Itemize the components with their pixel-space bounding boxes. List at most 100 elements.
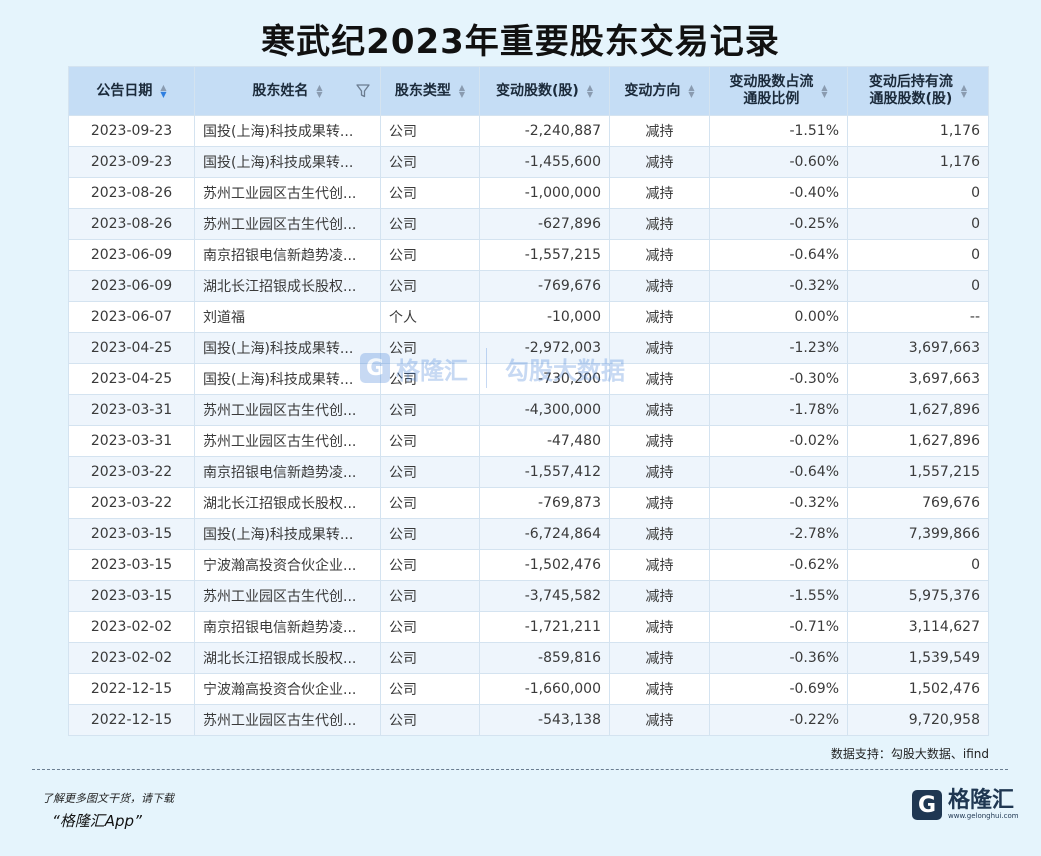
table-row[interactable]: 2023-09-23 国投(上海)科技成果转... 公司 -1,455,600 减持 -0… xyxy=(68,146,989,178)
cell-change-direction: 减持 xyxy=(609,115,710,147)
sort-icon[interactable]: ▲ ▼ xyxy=(586,83,593,99)
cell-shareholder-name: 苏州工业园区古生代创... xyxy=(194,580,381,612)
cell-shareholder-type: 公司 xyxy=(380,239,480,271)
table-row[interactable]: 2023-04-25 国投(上海)科技成果转... 公司 -2,972,003 减持 -1… xyxy=(68,332,989,364)
table-row[interactable]: 2023-03-31 苏州工业园区古生代创... 公司 -4,300,000 减持 -1.… xyxy=(68,394,989,426)
sort-icon[interactable]: ▲ ▼ xyxy=(821,83,828,99)
table-row[interactable]: 2023-04-25 国投(上海)科技成果转... 公司 -730,200 减持 -0.3… xyxy=(68,363,989,395)
cell-holding-after: 1,176 xyxy=(847,115,989,147)
cell-holding-after: 9,720,958 xyxy=(847,704,989,736)
table-row[interactable]: 2023-03-15 苏州工业园区古生代创... 公司 -3,745,582 减持 -1.… xyxy=(68,580,989,612)
cell-change-ratio: -0.40% xyxy=(709,177,848,209)
cell-shareholder-name: 苏州工业园区古生代创... xyxy=(194,177,381,209)
cell-shareholder-name: 宁波瀚高投资合伙企业... xyxy=(194,673,381,705)
cell-change-ratio: -0.22% xyxy=(709,704,848,736)
cell-change-ratio: -0.71% xyxy=(709,611,848,643)
cell-change-ratio: -0.64% xyxy=(709,456,848,488)
table-row[interactable]: 2023-03-15 国投(上海)科技成果转... 公司 -6,724,864 减持 -2… xyxy=(68,518,989,550)
cell-change-ratio: -0.62% xyxy=(709,549,848,581)
column-header-type[interactable]: 股东类型 ▲ ▼ xyxy=(380,66,480,116)
cell-date: 2023-06-09 xyxy=(68,270,195,302)
cell-change-ratio: -1.23% xyxy=(709,332,848,364)
table-row[interactable]: 2023-03-15 宁波瀚高投资合伙企业... 公司 -1,502,476 减持 -0.… xyxy=(68,549,989,581)
cell-shareholder-type: 公司 xyxy=(380,394,480,426)
column-header-shares[interactable]: 变动股数(股) ▲ ▼ xyxy=(479,66,610,116)
cell-date: 2023-09-23 xyxy=(68,115,195,147)
table-row[interactable]: 2023-02-02 湖北长江招银成长股权... 公司 -859,816 减持 -0.36… xyxy=(68,642,989,674)
brand-logo-icon: G xyxy=(912,790,942,820)
cell-shareholder-type: 公司 xyxy=(380,487,480,519)
column-header-direction[interactable]: 变动方向 ▲ ▼ xyxy=(609,66,710,116)
column-header-holding[interactable]: 变动后持有流 通股股数(股) ▲ ▼ xyxy=(847,66,989,116)
sort-icon[interactable]: ▲ ▼ xyxy=(316,83,323,99)
cell-change-shares: -4,300,000 xyxy=(479,394,610,426)
cell-shareholder-type: 公司 xyxy=(380,177,480,209)
cell-shareholder-name: 湖北长江招银成长股权... xyxy=(194,642,381,674)
cell-shareholder-name: 苏州工业园区古生代创... xyxy=(194,394,381,426)
cell-change-direction: 减持 xyxy=(609,301,710,333)
table-row[interactable]: 2023-03-22 湖北长江招银成长股权... 公司 -769,873 减持 -0.32… xyxy=(68,487,989,519)
cell-holding-after: 3,697,663 xyxy=(847,332,989,364)
cell-change-ratio: -0.30% xyxy=(709,363,848,395)
column-header-type-label: 股东类型 xyxy=(394,82,451,99)
cell-change-direction: 减持 xyxy=(609,239,710,271)
cell-change-shares: -2,240,887 xyxy=(479,115,610,147)
cell-shareholder-type: 公司 xyxy=(380,146,480,178)
cell-change-ratio: -0.02% xyxy=(709,425,848,457)
shareholder-trade-table: 公告日期 ▲ ▼ 股东姓名 ▲ ▼ 股东类型 ▲ ▼ 变动股数(股) ▲ ▼ 变动方向 … xyxy=(68,66,989,736)
table-row[interactable]: 2023-03-22 南京招银电信新趋势凌... 公司 -1,557,412 减持 -0.… xyxy=(68,456,989,488)
cell-change-shares: -730,200 xyxy=(479,363,610,395)
table-row[interactable]: 2023-08-26 苏州工业园区古生代创... 公司 -1,000,000 减持 -0.… xyxy=(68,177,989,209)
cell-change-ratio: -1.55% xyxy=(709,580,848,612)
cell-change-ratio: -0.32% xyxy=(709,487,848,519)
cell-date: 2023-03-15 xyxy=(68,580,195,612)
cell-shareholder-name: 南京招银电信新趋势凌... xyxy=(194,456,381,488)
cell-holding-after: 0 xyxy=(847,270,989,302)
cell-holding-after: 7,399,866 xyxy=(847,518,989,550)
column-header-shares-label: 变动股数(股) xyxy=(496,82,579,99)
cell-holding-after: 0 xyxy=(847,177,989,209)
cell-change-direction: 减持 xyxy=(609,518,710,550)
cell-holding-after: -- xyxy=(847,301,989,333)
sort-icon[interactable]: ▲ ▼ xyxy=(458,83,466,99)
promo-line-1: 了解更多图文干货，请下载 xyxy=(42,792,174,805)
cell-change-ratio: -0.60% xyxy=(709,146,848,178)
cell-shareholder-name: 国投(上海)科技成果转... xyxy=(194,332,381,364)
cell-change-shares: -627,896 xyxy=(479,208,610,240)
table-row[interactable]: 2023-06-07 刘道福 个人 -10,000 减持 0.00% -- xyxy=(68,301,989,333)
cell-change-ratio: -0.25% xyxy=(709,208,848,240)
cell-date: 2023-03-22 xyxy=(68,487,195,519)
cell-change-direction: 减持 xyxy=(609,177,710,209)
cell-change-ratio: -0.64% xyxy=(709,239,848,271)
table-row[interactable]: 2022-12-15 苏州工业园区古生代创... 公司 -543,138 减持 -0.22… xyxy=(68,704,989,736)
cell-change-direction: 减持 xyxy=(609,332,710,364)
page-title: 寒武纪2023年重要股东交易记录 xyxy=(261,22,780,62)
table-row[interactable]: 2023-03-31 苏州工业园区古生代创... 公司 -47,480 减持 -0.02%… xyxy=(68,425,989,457)
table-row[interactable]: 2023-06-09 南京招银电信新趋势凌... 公司 -1,557,215 减持 -0.… xyxy=(68,239,989,271)
cell-change-shares: -769,873 xyxy=(479,487,610,519)
cell-shareholder-type: 公司 xyxy=(380,518,480,550)
table-row[interactable]: 2023-09-23 国投(上海)科技成果转... 公司 -2,240,887 减持 -1… xyxy=(68,115,989,147)
sort-icon[interactable]: ▲ ▼ xyxy=(160,83,167,99)
cell-shareholder-name: 宁波瀚高投资合伙企业... xyxy=(194,549,381,581)
column-header-name[interactable]: 股东姓名 ▲ ▼ xyxy=(194,66,381,116)
table-row[interactable]: 2022-12-15 宁波瀚高投资合伙企业... 公司 -1,660,000 减持 -0.… xyxy=(68,673,989,705)
table-row[interactable]: 2023-02-02 南京招银电信新趋势凌... 公司 -1,721,211 减持 -0.… xyxy=(68,611,989,643)
cell-shareholder-type: 公司 xyxy=(380,270,480,302)
cell-holding-after: 1,539,549 xyxy=(847,642,989,674)
cell-holding-after: 3,114,627 xyxy=(847,611,989,643)
table-row[interactable]: 2023-06-09 湖北长江招银成长股权... 公司 -769,676 减持 -0.32… xyxy=(68,270,989,302)
cell-holding-after: 5,975,376 xyxy=(847,580,989,612)
sort-icon[interactable]: ▲ ▼ xyxy=(688,83,695,99)
cell-holding-after: 0 xyxy=(847,239,989,271)
filter-icon[interactable] xyxy=(356,84,370,98)
cell-date: 2023-02-02 xyxy=(68,611,195,643)
column-header-name-label: 股东姓名 xyxy=(252,82,309,99)
cell-shareholder-type: 公司 xyxy=(380,425,480,457)
table-row[interactable]: 2023-08-26 苏州工业园区古生代创... 公司 -627,896 减持 -0.25… xyxy=(68,208,989,240)
cell-date: 2023-06-09 xyxy=(68,239,195,271)
cell-change-shares: -1,557,412 xyxy=(479,456,610,488)
column-header-ratio[interactable]: 变动股数占流 通股比例 ▲ ▼ xyxy=(709,66,848,116)
column-header-date[interactable]: 公告日期 ▲ ▼ xyxy=(68,66,195,116)
sort-icon[interactable]: ▲ ▼ xyxy=(960,83,968,99)
